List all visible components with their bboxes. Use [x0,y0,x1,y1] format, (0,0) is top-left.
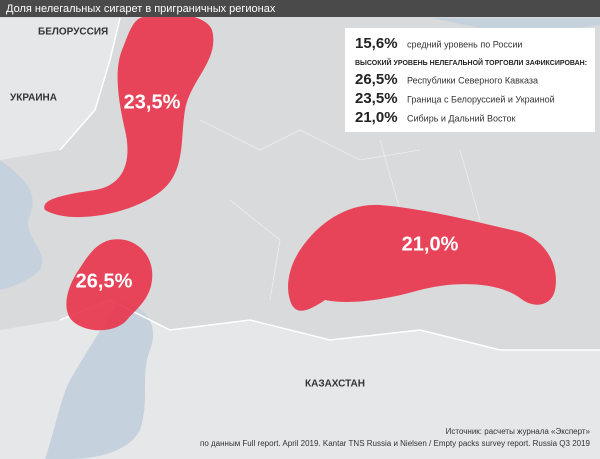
black-sea [0,160,43,290]
country-label: КАЗАХСТАН [305,379,365,390]
region-highlight [66,239,153,331]
region-highlight [288,204,556,311]
legend-label: Сибирь и Дальний Восток [407,113,516,123]
region-label: 26,5% [76,270,133,292]
neighbour-land [0,18,120,160]
legend-box [345,28,595,132]
legend-value: 21,0% [355,109,398,126]
source: Источник: расчеты журнала «Эксперт» [446,427,591,436]
region-label: 21,0% [402,233,459,255]
region-highlight [44,13,214,218]
country-label: БЕЛОРУССИЯ [38,27,108,38]
legend-label: Республики Северного Кавказа [407,75,538,85]
legend-label: средний уровень по России [407,39,522,49]
region-label: 23,5% [124,91,181,113]
region-border [199,119,481,301]
legend-value: 15,6% [355,35,398,52]
legend-value: 23,5% [355,90,398,107]
legend-value: 26,5% [355,71,398,88]
title: Доля нелегальных сигарет в приграничных … [6,3,276,15]
source: по данным Full report. April 2019. Kanta… [200,439,591,448]
legend-heading: ВЫСОКИЙ УРОВЕНЬ НЕЛЕГАЛЬНОЙ ТОРГОВЛИ ЗАФ… [355,58,587,67]
title-bar [0,0,600,17]
caspian-sea [45,300,154,459]
legend-label: Граница с Белоруссией и Украиной [407,94,555,104]
country-label: УКРАИНА [10,93,57,104]
